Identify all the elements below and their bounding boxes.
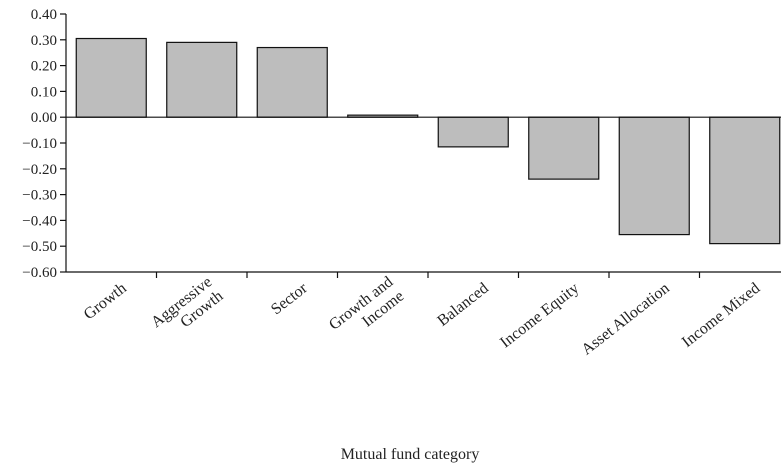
x-tick-label: Growth andIncome: [326, 273, 407, 347]
x-tick-label: Sector: [268, 279, 311, 318]
y-tick-label: 0.00: [31, 110, 57, 126]
bar-5: [528, 116, 600, 180]
y-tick-label: 0.10: [31, 84, 57, 100]
y-axis: 0.40 0.30 0.20 0.10 0.00 −0.10 −0.20 −0.30 −0.40…: [22, 7, 67, 281]
x-tick-label: AggressiveGrowth: [148, 273, 226, 345]
y-tick-label: 0.30: [31, 33, 57, 49]
x-tick-label: Income Equity: [497, 280, 582, 352]
bar-4: [437, 116, 509, 148]
bar-7: [709, 116, 781, 245]
bar-1: [166, 41, 238, 118]
x-tick-label: Balanced: [434, 280, 491, 330]
y-tick-label: −0.30: [22, 188, 57, 204]
bars-group: [75, 37, 781, 245]
y-tick-label: 0.20: [31, 59, 57, 75]
y-tick-label: −0.40: [22, 213, 57, 229]
x-axis-title: Mutual fund category: [341, 446, 480, 463]
x-tick-label: Income Mixed: [679, 280, 763, 351]
y-tick-label: −0.60: [22, 265, 57, 281]
bar-2: [256, 46, 328, 118]
bar-6: [618, 116, 690, 236]
x-tick-label: Asset Allocation: [579, 280, 673, 359]
y-tick-label: −0.20: [22, 162, 57, 178]
y-tick-label: 0.40: [31, 7, 57, 23]
y-tick-label: −0.10: [22, 136, 57, 152]
x-tick-label: Growth: [81, 280, 130, 323]
y-tick-label: −0.50: [22, 239, 57, 255]
bar-0: [75, 37, 147, 118]
